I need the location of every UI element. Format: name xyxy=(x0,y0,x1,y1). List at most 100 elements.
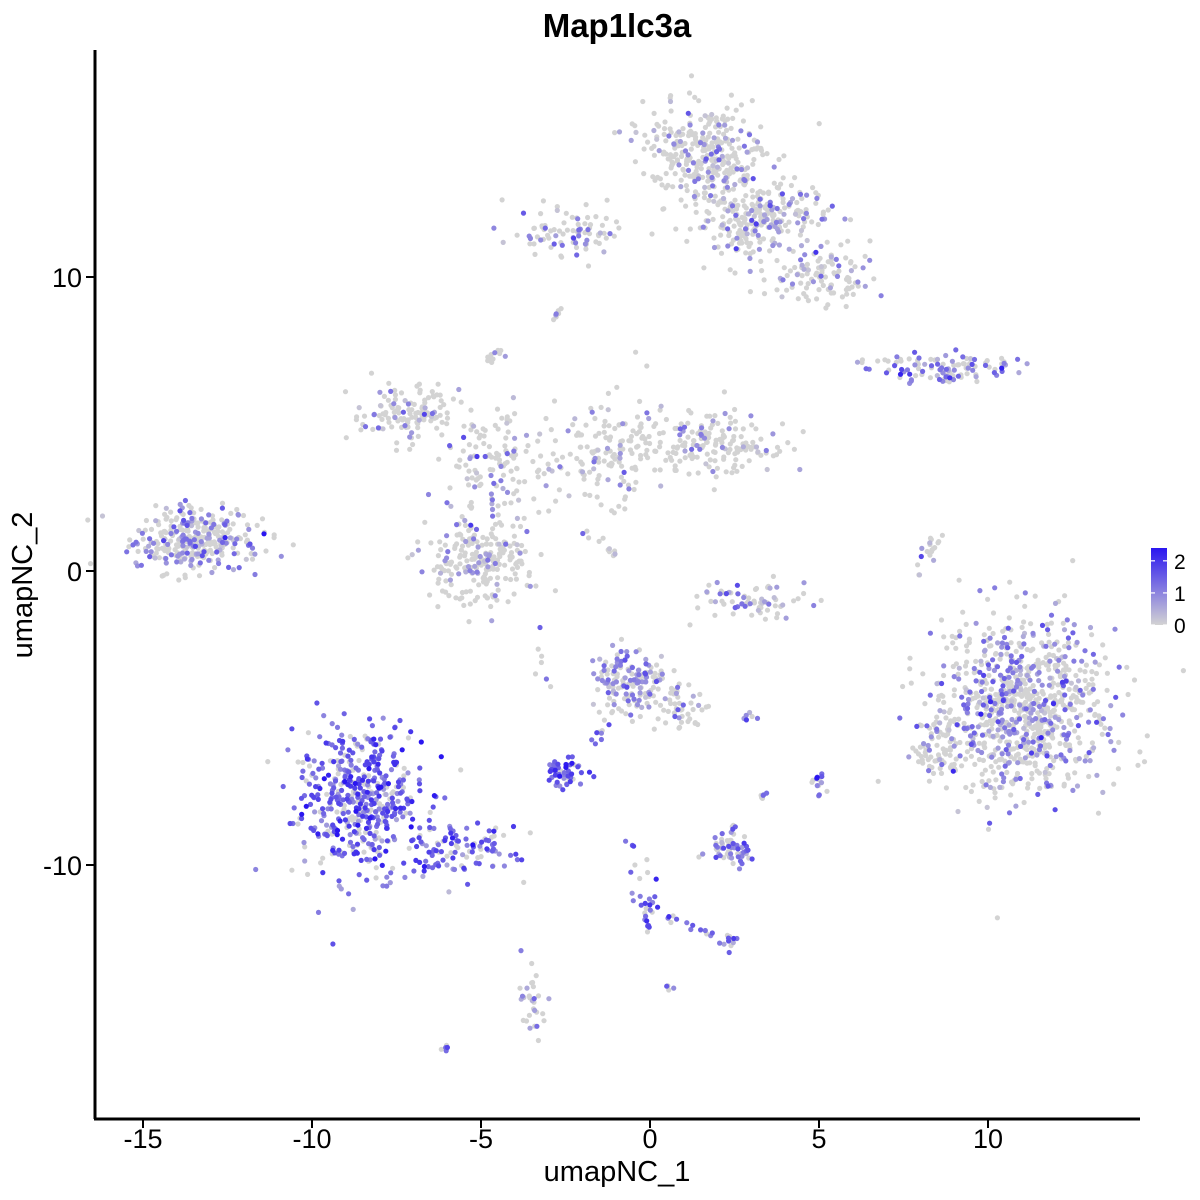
cell-point xyxy=(1092,659,1098,665)
cell-point xyxy=(719,428,725,434)
cell-point xyxy=(632,159,639,165)
cell-point xyxy=(339,732,345,738)
cell-point xyxy=(740,444,747,450)
cell-point xyxy=(327,781,333,787)
cell-point xyxy=(1060,667,1067,673)
cell-point xyxy=(486,828,492,834)
cell-point xyxy=(941,634,947,640)
cell-point xyxy=(711,235,717,241)
cell-point xyxy=(407,411,413,417)
cell-point xyxy=(991,667,998,674)
cell-point xyxy=(634,414,641,420)
cell-point xyxy=(754,139,761,145)
cell-point xyxy=(961,725,967,732)
cell-point xyxy=(918,553,924,560)
cell-point xyxy=(389,405,395,411)
cell-point xyxy=(595,687,601,693)
cell-point xyxy=(196,573,203,579)
cell-point xyxy=(990,769,996,775)
cell-point xyxy=(931,557,937,563)
cell-point xyxy=(661,149,667,155)
cell-point xyxy=(373,865,379,871)
cell-point xyxy=(488,491,494,497)
cell-point xyxy=(969,361,975,367)
cell-point xyxy=(392,396,398,402)
cell-point xyxy=(565,428,571,434)
cell-point xyxy=(748,444,754,450)
cell-point xyxy=(947,752,953,758)
cell-point xyxy=(531,241,537,247)
cell-point xyxy=(604,445,611,451)
cell-point xyxy=(482,571,488,577)
cell-point xyxy=(683,183,690,189)
cell-point xyxy=(843,255,849,261)
cell-point xyxy=(727,267,733,273)
cell-point xyxy=(735,854,741,860)
cell-point xyxy=(616,225,622,231)
cell-point xyxy=(174,559,180,565)
cell-point xyxy=(534,1023,540,1029)
cell-point xyxy=(735,136,741,142)
cell-point xyxy=(642,132,648,138)
cell-point xyxy=(801,266,807,272)
cell-point xyxy=(302,844,308,850)
cell-point xyxy=(136,527,142,534)
cell-point xyxy=(924,723,930,729)
cell-point xyxy=(1046,771,1052,777)
cell-point xyxy=(355,822,361,828)
cell-point xyxy=(361,413,368,419)
cell-point xyxy=(707,413,713,419)
cell-point xyxy=(464,558,470,564)
cell-point xyxy=(919,545,925,552)
cell-point xyxy=(371,800,377,807)
cell-point xyxy=(591,774,597,780)
cell-point xyxy=(1036,678,1042,684)
cell-point xyxy=(690,922,696,928)
cell-point xyxy=(916,572,923,578)
cell-point xyxy=(340,797,346,803)
cell-point xyxy=(431,567,437,573)
cell-point xyxy=(1074,714,1080,721)
cell-point xyxy=(1013,648,1019,655)
cell-point xyxy=(651,152,658,158)
cell-point xyxy=(168,509,174,515)
cell-point xyxy=(246,526,252,533)
cell-point xyxy=(416,417,422,423)
cell-point xyxy=(364,856,370,863)
cell-point xyxy=(469,849,475,855)
cell-point xyxy=(978,711,984,717)
cell-point xyxy=(329,721,335,727)
cell-point xyxy=(920,671,926,677)
cell-point xyxy=(457,531,463,537)
cell-point xyxy=(1090,651,1096,657)
cell-point xyxy=(990,657,996,663)
cell-point xyxy=(494,566,500,572)
cell-point xyxy=(1093,670,1100,677)
cell-point xyxy=(672,713,678,720)
cell-point xyxy=(335,771,341,777)
cell-point xyxy=(514,232,520,238)
cell-point xyxy=(489,497,495,503)
cell-point xyxy=(761,219,767,225)
cell-point xyxy=(1100,789,1106,796)
cell-point xyxy=(680,126,686,132)
cell-point xyxy=(252,551,258,557)
cell-point xyxy=(794,272,800,278)
cell-point xyxy=(696,98,702,104)
cell-point xyxy=(206,531,212,537)
cell-point xyxy=(415,547,421,553)
cell-point xyxy=(703,461,709,467)
cell-point xyxy=(485,564,491,570)
cell-point xyxy=(1061,627,1068,633)
cell-point xyxy=(964,371,970,377)
cell-point xyxy=(414,383,420,389)
cell-point xyxy=(915,562,921,568)
cell-point xyxy=(401,860,407,866)
cell-point xyxy=(741,182,748,188)
cell-point xyxy=(468,522,474,528)
cell-point xyxy=(684,238,690,244)
cell-point xyxy=(1027,760,1033,766)
cell-point xyxy=(700,224,706,230)
cell-point xyxy=(694,454,700,460)
cell-point xyxy=(201,528,207,534)
